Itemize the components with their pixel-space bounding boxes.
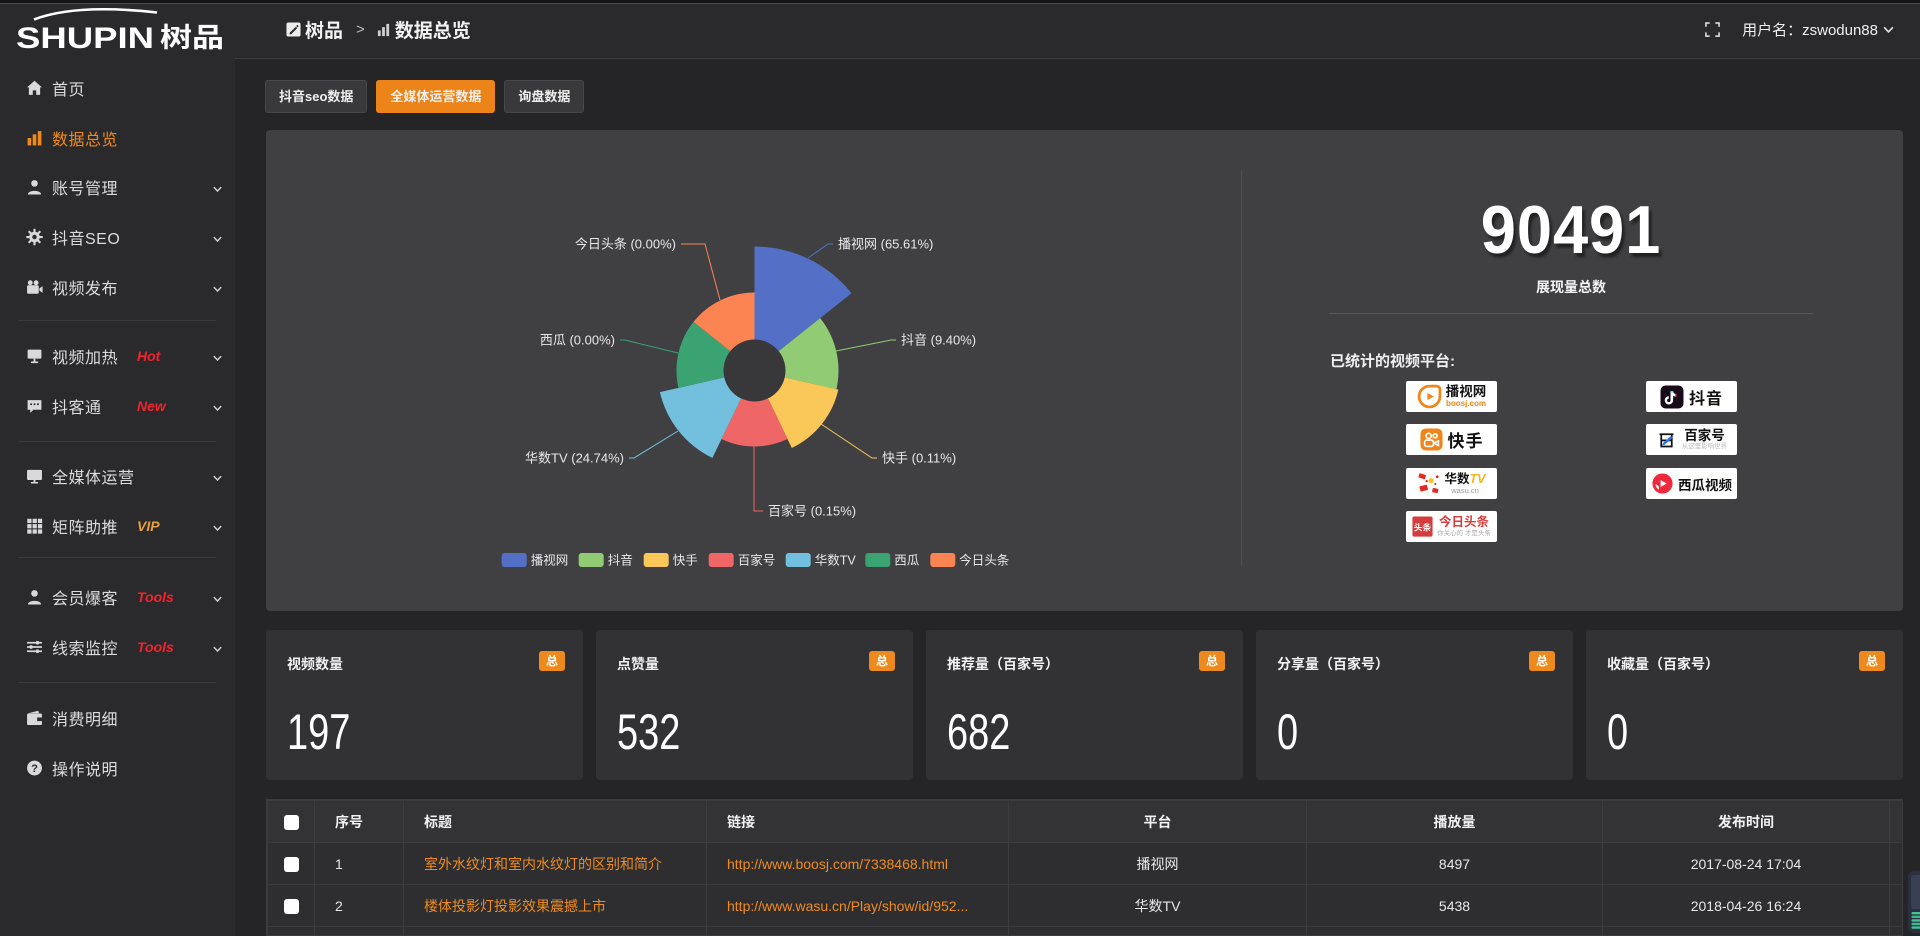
svg-text:头条: 头条 [1414,521,1432,532]
svg-text:播视网: 播视网 [531,553,569,568]
svg-text:抖音 (9.40%): 抖音 (9.40%) [901,333,976,348]
svg-text:快手: 快手 [673,554,698,568]
svg-text:快手 (0.11%): 快手 (0.11%) [882,451,956,466]
svg-text:西瓜: 西瓜 [894,554,920,568]
svg-text:西瓜 (0.00%): 西瓜 (0.00%) [540,333,615,348]
svg-text:树品: 树品 [160,23,224,53]
svg-text:SHUPIN: SHUPIN [16,22,154,55]
svg-text:百家号 (0.15%): 百家号 (0.15%) [768,504,856,519]
svg-text:播视网 (65.61%): 播视网 (65.61%) [838,237,933,252]
svg-text:百家号: 百家号 [738,553,776,568]
svg-text:抖音: 抖音 [608,553,633,568]
svg-text:?: ? [31,763,38,775]
svg-text:华数TV (24.74%): 华数TV (24.74%) [525,451,624,466]
svg-text:今日头条: 今日头条 [959,553,1010,568]
svg-text:今日头条 (0.00%): 今日头条 (0.00%) [575,237,676,252]
svg-text:华数TV: 华数TV [815,553,857,568]
